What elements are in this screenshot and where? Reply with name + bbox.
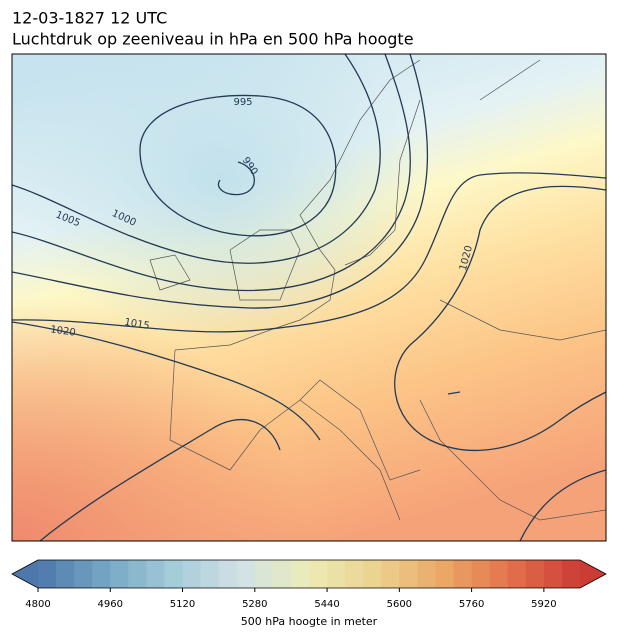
contour-label: 1020 <box>50 324 77 338</box>
colorbar-segment <box>363 560 382 588</box>
colorbar-segment <box>254 560 274 588</box>
title: 12-03-1827 12 UTC <box>12 9 167 28</box>
colorbar-tick-label: 5280 <box>242 599 267 610</box>
contour-label: 995 <box>233 97 252 108</box>
map-frame <box>11 53 607 542</box>
colorbar-segment <box>399 560 418 588</box>
colorbar-segment <box>507 560 527 588</box>
colorbar-segment <box>164 560 184 588</box>
colorbar-segment <box>489 560 509 588</box>
colorbar-segment <box>110 560 129 588</box>
colorbar-segment <box>236 560 256 588</box>
colorbar-tick-label: 5920 <box>531 599 556 610</box>
colorbar-segment <box>543 560 563 588</box>
subtitle: Luchtdruk op zeeniveau in hPa en 500 hPa… <box>12 30 414 49</box>
colorbar-segment <box>182 560 202 588</box>
colorbar-extend <box>580 560 606 588</box>
colorbar-segment <box>290 560 310 588</box>
colorbar-segment <box>74 560 93 588</box>
colorbar-segment <box>327 560 346 588</box>
colorbar-segment <box>471 560 491 588</box>
colorbar-segment <box>561 560 581 588</box>
colorbar-tick-label: 4800 <box>25 599 50 610</box>
colorbar-tick-label: 5120 <box>170 599 195 610</box>
contour-label: 1015 <box>123 317 150 332</box>
colorbar-segment <box>417 560 436 588</box>
colorbar-segment <box>38 560 57 588</box>
colorbar-tick-label: 4960 <box>98 599 123 610</box>
colorbar-segment <box>92 560 111 588</box>
colorbar-tick-label: 5600 <box>387 599 412 610</box>
colorbar-segment <box>128 560 147 588</box>
colorbar-segment <box>146 560 165 588</box>
colorbar-segment <box>453 560 473 588</box>
colorbar-segment <box>200 560 220 588</box>
map <box>12 54 606 541</box>
colorbar-segment <box>218 560 238 588</box>
colorbar-segment <box>381 560 400 588</box>
colorbar-segment <box>435 560 455 588</box>
colorbar-tick-label: 5760 <box>459 599 484 610</box>
colorbar-segment <box>56 560 75 588</box>
colorbar-segment <box>525 560 545 588</box>
colorbar: 4800 4960 5120 5280 5440 5600 5760 5920 <box>11 559 607 610</box>
colorbar-segment <box>272 560 292 588</box>
colorbar-segment <box>345 560 364 588</box>
colorbar-frame <box>11 559 607 589</box>
colorbar-label: 500 hPa hoogte in meter <box>241 615 378 628</box>
colorbar-tick-label: 5440 <box>314 599 339 610</box>
colorbar-segment <box>309 560 328 588</box>
colorbar-extend <box>12 560 38 588</box>
